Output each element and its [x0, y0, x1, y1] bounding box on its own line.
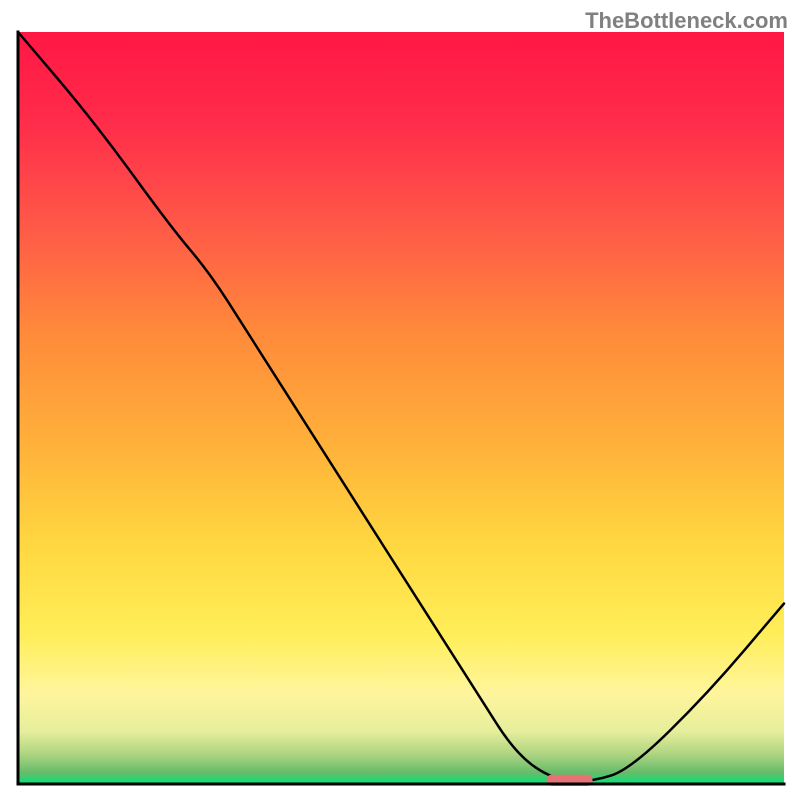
- chart-svg: [0, 0, 800, 800]
- watermark-text: TheBottleneck.com: [585, 8, 788, 34]
- bottleneck-chart: [0, 0, 800, 800]
- plot-background: [18, 32, 784, 784]
